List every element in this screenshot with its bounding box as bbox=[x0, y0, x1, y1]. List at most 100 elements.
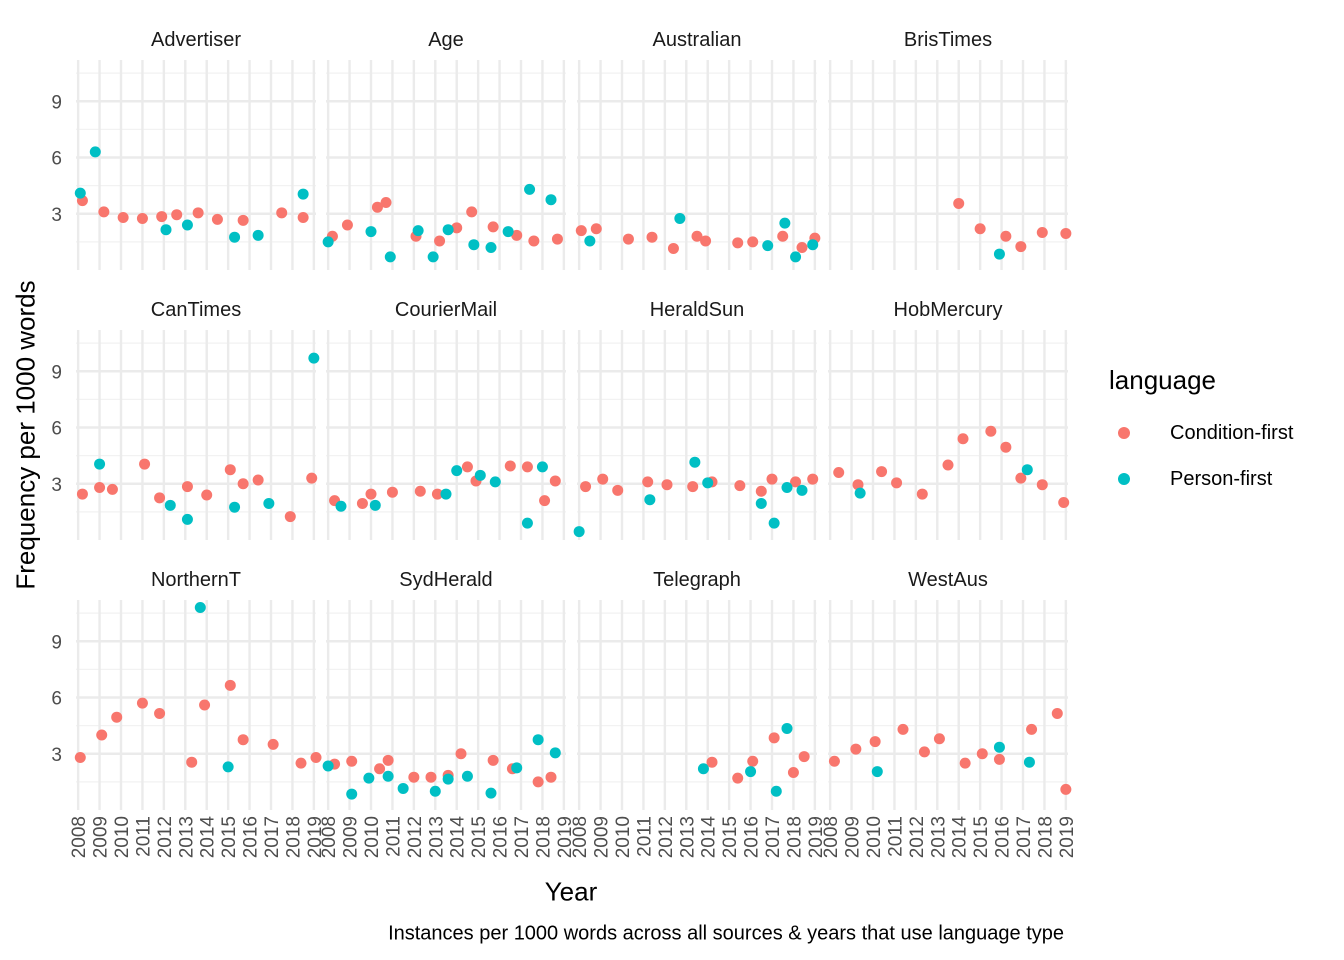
point-person-first bbox=[573, 526, 585, 538]
point-person-first bbox=[363, 772, 375, 784]
y-axis-label: Frequency per 1000 words bbox=[10, 280, 41, 590]
point-condition-first bbox=[139, 458, 151, 470]
point-person-first bbox=[745, 766, 757, 778]
point-person-first bbox=[779, 217, 791, 229]
x-tick-label: 2010 bbox=[112, 816, 133, 858]
x-tick-label: 2016 bbox=[742, 816, 763, 858]
point-condition-first bbox=[1051, 707, 1063, 719]
point-person-first bbox=[781, 482, 793, 493]
point-person-first bbox=[524, 183, 536, 195]
point-person-first bbox=[89, 146, 101, 158]
point-condition-first bbox=[706, 756, 718, 768]
point-condition-first bbox=[957, 433, 969, 445]
y-tick-label: 3 bbox=[51, 205, 62, 226]
point-person-first bbox=[369, 499, 381, 511]
point-person-first bbox=[397, 782, 409, 794]
x-tick-label: 2008 bbox=[570, 816, 591, 858]
point-condition-first bbox=[1015, 241, 1027, 253]
point-person-first bbox=[1023, 756, 1035, 768]
point-condition-first bbox=[869, 736, 881, 748]
point-condition-first bbox=[1000, 230, 1012, 242]
x-tick-label: 2019 bbox=[555, 816, 576, 858]
point-condition-first bbox=[487, 221, 499, 233]
x-tick-label: 2019 bbox=[1057, 816, 1078, 858]
point-condition-first bbox=[451, 222, 463, 234]
y-tick-label: 6 bbox=[51, 689, 62, 710]
point-condition-first bbox=[237, 734, 249, 746]
x-tick-label: 2012 bbox=[656, 816, 677, 858]
point-person-first bbox=[412, 225, 424, 237]
point-person-first bbox=[807, 239, 819, 251]
legend-dot-person-first bbox=[1118, 473, 1130, 485]
point-person-first bbox=[164, 499, 176, 511]
x-tick-label: 2017 bbox=[512, 816, 533, 858]
x-tick-label: 2015 bbox=[720, 816, 741, 858]
point-person-first bbox=[674, 212, 686, 224]
point-condition-first bbox=[192, 207, 204, 219]
point-condition-first bbox=[306, 472, 318, 484]
x-tick-label: 2014 bbox=[950, 816, 971, 859]
point-condition-first bbox=[310, 752, 322, 763]
point-condition-first bbox=[777, 230, 789, 242]
point-condition-first bbox=[224, 464, 236, 476]
x-tick-label: 2018 bbox=[283, 816, 304, 858]
point-condition-first bbox=[850, 743, 862, 755]
point-person-first bbox=[181, 513, 193, 525]
point-person-first bbox=[489, 476, 501, 488]
x-tick-label: 2017 bbox=[262, 816, 283, 858]
point-condition-first bbox=[224, 679, 236, 691]
point-person-first bbox=[584, 235, 596, 247]
x-tick-label: 2013 bbox=[928, 816, 949, 858]
point-condition-first bbox=[386, 486, 398, 498]
point-condition-first bbox=[199, 699, 211, 711]
x-tick-label: 2014 bbox=[448, 816, 469, 859]
point-condition-first bbox=[790, 476, 802, 488]
point-condition-first bbox=[408, 771, 420, 783]
point-condition-first bbox=[876, 466, 888, 478]
point-person-first bbox=[790, 251, 802, 263]
point-person-first bbox=[770, 785, 782, 797]
point-person-first bbox=[697, 763, 709, 775]
point-person-first bbox=[796, 484, 808, 496]
point-person-first bbox=[308, 352, 320, 364]
point-person-first bbox=[532, 734, 544, 746]
point-person-first bbox=[322, 760, 334, 772]
x-tick-label: 2009 bbox=[91, 816, 112, 858]
point-condition-first bbox=[1058, 497, 1070, 508]
point-condition-first bbox=[1015, 472, 1027, 484]
x-tick-label: 2008 bbox=[319, 816, 340, 858]
point-person-first bbox=[263, 497, 275, 509]
point-condition-first bbox=[891, 477, 903, 489]
point-condition-first bbox=[796, 242, 808, 253]
x-tick-label: 2012 bbox=[907, 816, 928, 858]
x-tick-label: 2010 bbox=[613, 816, 634, 858]
point-person-first bbox=[854, 487, 866, 499]
facet-title: Telegraph bbox=[653, 569, 741, 591]
point-condition-first bbox=[897, 723, 909, 735]
point-condition-first bbox=[356, 497, 368, 509]
x-tick-label: 2011 bbox=[383, 816, 404, 857]
x-tick-label: 2014 bbox=[699, 816, 720, 859]
point-condition-first bbox=[382, 754, 394, 766]
point-condition-first bbox=[487, 754, 499, 766]
point-condition-first bbox=[1036, 479, 1048, 491]
point-condition-first bbox=[732, 237, 744, 249]
point-condition-first bbox=[959, 757, 971, 769]
point-condition-first bbox=[768, 732, 780, 744]
x-tick-label: 2011 bbox=[885, 816, 906, 857]
point-person-first bbox=[536, 461, 548, 473]
point-condition-first bbox=[933, 733, 945, 745]
x-tick-label: 2016 bbox=[491, 816, 512, 858]
point-condition-first bbox=[111, 711, 123, 723]
point-person-first bbox=[702, 477, 714, 489]
point-person-first bbox=[762, 240, 774, 252]
point-condition-first bbox=[532, 776, 544, 788]
point-person-first bbox=[549, 747, 561, 759]
point-person-first bbox=[229, 501, 241, 513]
facet-title: CourierMail bbox=[395, 299, 497, 321]
x-tick-label: 2015 bbox=[971, 816, 992, 858]
point-condition-first bbox=[1026, 723, 1038, 735]
point-condition-first bbox=[787, 767, 799, 778]
x-tick-label: 2012 bbox=[405, 816, 426, 858]
x-tick-label: 2010 bbox=[864, 816, 885, 858]
